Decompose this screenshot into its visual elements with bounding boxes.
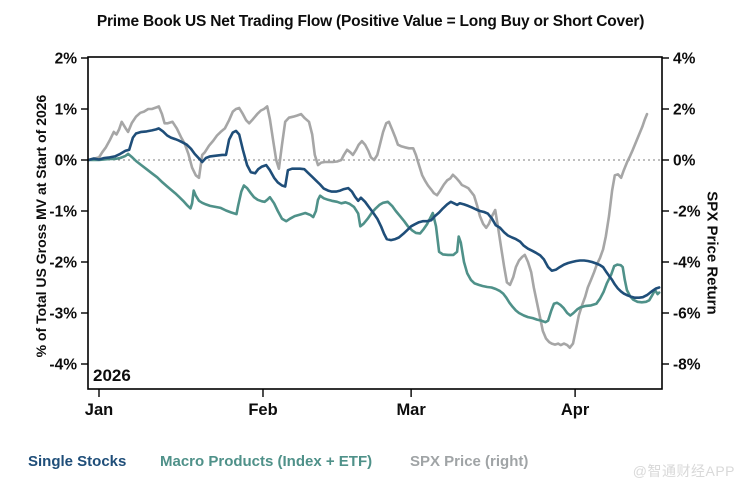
series-line-macro-products-index-etf	[87, 152, 661, 324]
x-tick-label: Jan	[85, 401, 113, 419]
x-tick-label: Mar	[396, 401, 426, 419]
left-tick-label: -2%	[49, 255, 77, 272]
left-tick-label: -1%	[49, 204, 77, 221]
chart-plot-area: 2% 1% 0% -1% -2% -3% -4% 4% 2% 0% -2% -4% -6% -8% Jan F…	[49, 51, 701, 420]
right-tick-label: 0%	[673, 153, 696, 170]
left-tick-label: 0%	[55, 153, 78, 170]
series-line-spx-price-right	[87, 105, 649, 350]
chart-legend: Single Stocks Macro Products (Index + ET…	[0, 453, 741, 479]
left-tick-label: -4%	[49, 357, 77, 374]
legend-item-macro-products: Macro Products (Index + ETF)	[160, 453, 373, 470]
legend-item-spx-price: SPX Price (right)	[410, 453, 529, 470]
right-tick-label: -8%	[673, 357, 701, 374]
left-tick-label: -3%	[49, 306, 77, 323]
left-tick-label: 2%	[55, 51, 78, 68]
x-tick-label: Apr	[561, 401, 590, 419]
left-axis-title: % of Total US Gross MV at Start of 2026	[33, 94, 49, 358]
right-tick-label: 2%	[673, 102, 696, 119]
plot-frame	[87, 56, 663, 390]
right-tick-label: 4%	[673, 51, 696, 68]
watermark: @智通财经APP	[632, 463, 735, 479]
right-axis-title: SPX Price Return	[703, 191, 721, 315]
x-tick-label: Feb	[248, 401, 277, 419]
legend-item-single-stocks: Single Stocks	[28, 453, 127, 470]
right-tick-label: -2%	[673, 204, 701, 221]
right-tick-label: -4%	[673, 255, 701, 272]
left-tick-label: 1%	[55, 102, 78, 119]
series-line-single-stocks	[87, 127, 661, 300]
year-annotation: 2026	[93, 366, 131, 385]
right-tick-label: -6%	[673, 306, 701, 323]
chart-title: Prime Book US Net Trading Flow (Positive…	[96, 13, 645, 30]
